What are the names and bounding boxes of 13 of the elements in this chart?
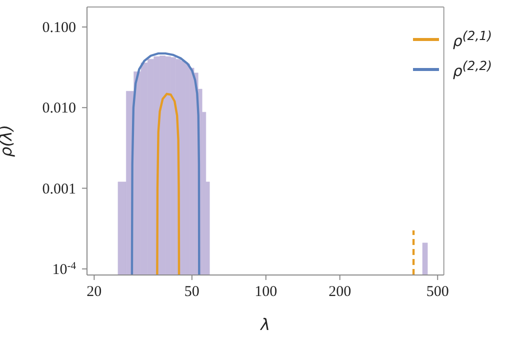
- x-tick-label: 500: [426, 284, 449, 300]
- legend-label: ρ$^{(2,1)}$: [452, 28, 492, 50]
- y-tick-label: 10$^{-4}$: [52, 260, 77, 278]
- y-tick-label: 0.100: [42, 20, 76, 36]
- x-tick-label: 50: [184, 284, 200, 300]
- x-tick-label: 20: [86, 284, 102, 300]
- y-tick-label: 0.001: [42, 181, 76, 198]
- y-tick-label: 0.010: [42, 100, 76, 117]
- x-axis-title: λ: [260, 315, 270, 334]
- line-series: [156, 92, 180, 275]
- x-tick-label: 200: [328, 284, 352, 300]
- legend-label: ρ$^{(2,2)}$: [452, 58, 492, 80]
- x-tick-label: 100: [254, 284, 278, 300]
